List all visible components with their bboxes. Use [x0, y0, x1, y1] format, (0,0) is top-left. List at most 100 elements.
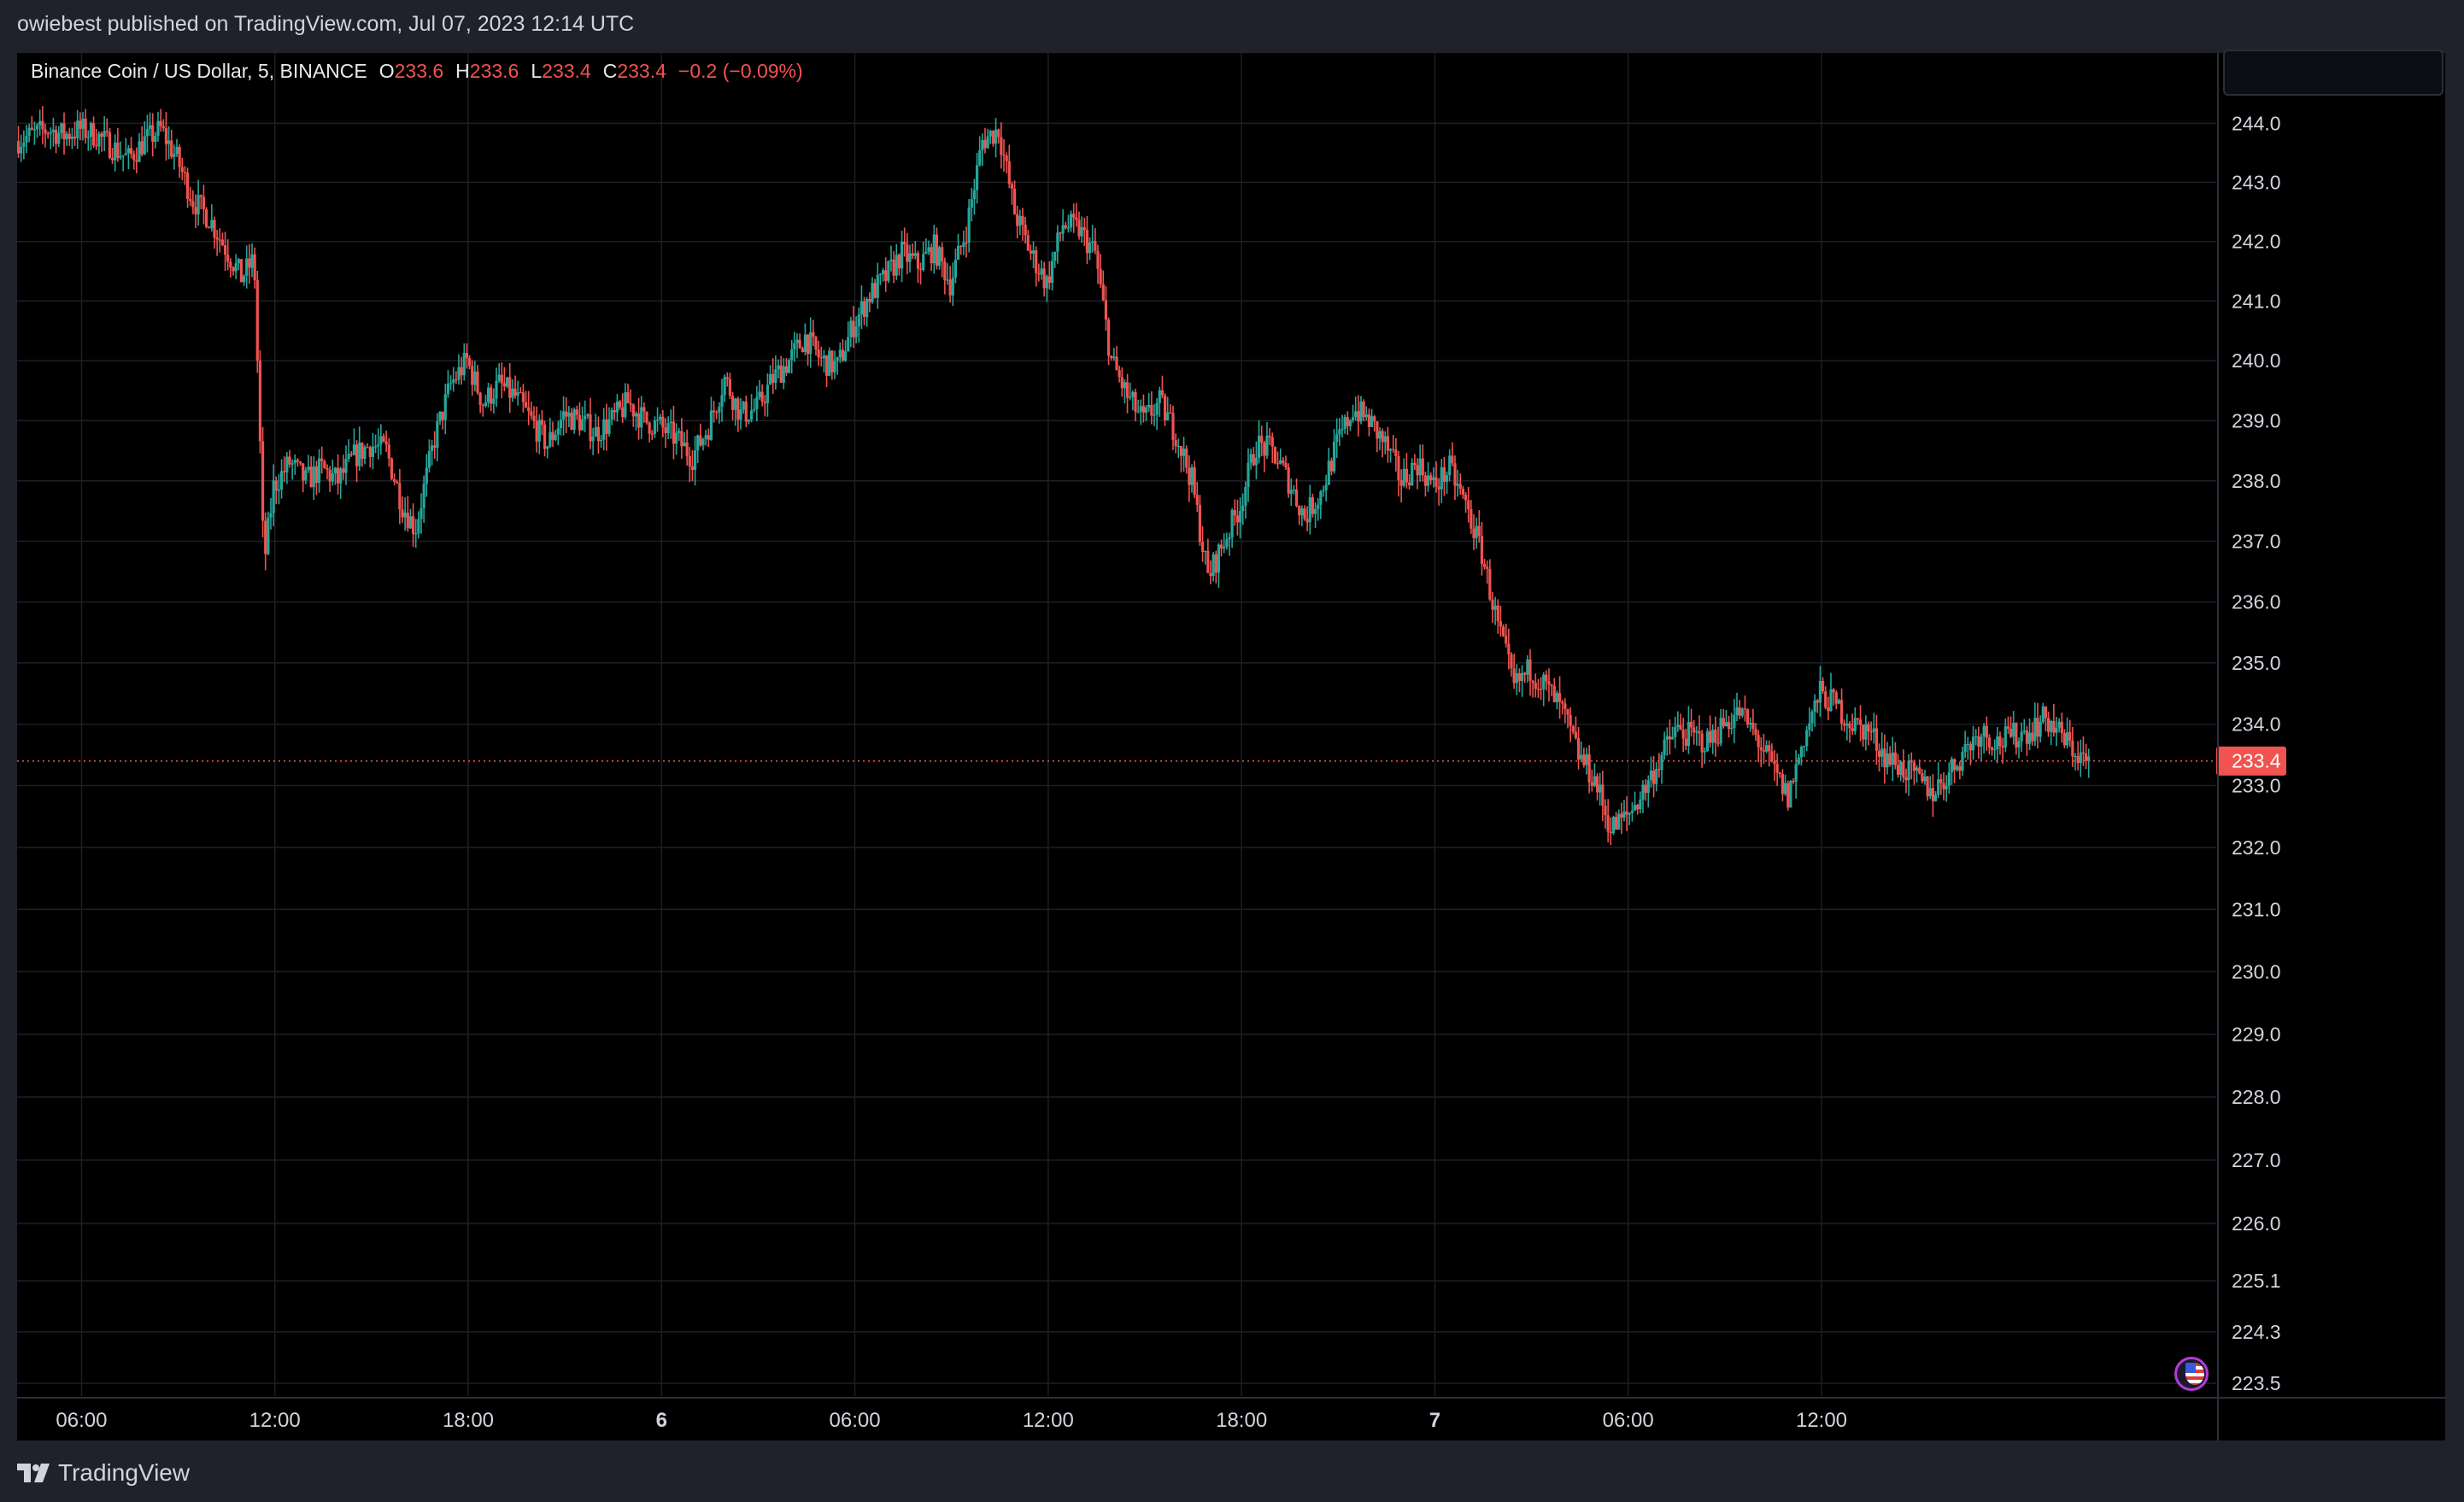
candle-body — [1754, 728, 1757, 736]
candle-body — [1971, 736, 1975, 751]
candle-body — [366, 447, 369, 449]
candle-body — [1313, 508, 1317, 514]
candle-body — [1477, 525, 1481, 537]
candle-body — [126, 148, 131, 154]
candle-body — [572, 409, 576, 430]
candle-body — [373, 446, 378, 448]
y-tick-label: 242.0 — [2232, 231, 2281, 253]
candle-body — [502, 383, 507, 387]
candle-body — [54, 129, 58, 144]
y-tick-label: 227.0 — [2232, 1149, 2281, 1171]
candle-body — [27, 127, 31, 137]
candle-body — [685, 442, 689, 456]
candle-body — [438, 411, 442, 421]
symbol-name[interactable]: Binance Coin / US Dollar, 5, BINANCE — [31, 60, 367, 82]
candle-body — [814, 337, 818, 350]
candle-body — [1869, 730, 1873, 733]
candle-body — [1912, 762, 1916, 772]
candle-body — [478, 392, 482, 405]
candle-body — [1789, 781, 1792, 808]
candle-body — [296, 460, 300, 462]
candle-body — [602, 419, 606, 440]
candle-body — [1000, 137, 1003, 155]
candle-body — [1877, 750, 1881, 757]
candle-body — [1639, 799, 1642, 810]
candle-body — [1351, 417, 1355, 420]
candle-body — [1493, 605, 1497, 610]
candle-body — [1219, 544, 1223, 549]
candle-body — [1341, 428, 1344, 431]
candle-body — [1856, 718, 1860, 720]
candle-body — [753, 408, 756, 411]
candle-body — [1534, 683, 1537, 689]
candle-body — [173, 154, 176, 157]
candle-body — [868, 298, 871, 302]
candle-body — [1614, 817, 1618, 830]
candle-body — [1171, 413, 1175, 441]
y-tick-label: 240.0 — [2232, 349, 2281, 372]
candle-body — [261, 441, 265, 521]
x-tick-label: 12:00 — [1796, 1409, 1847, 1432]
candle-body — [105, 131, 109, 132]
candle-body — [1947, 772, 1951, 786]
candle-body — [613, 410, 616, 413]
candle-body — [1668, 736, 1672, 740]
candle-body — [532, 415, 536, 421]
symbol-legend[interactable]: Binance Coin / US Dollar, 5, BINANCE O 2… — [31, 60, 803, 83]
candle-body — [1294, 490, 1299, 507]
candle-body — [1982, 725, 1986, 737]
candle-body — [245, 258, 249, 276]
candle-body — [1174, 440, 1177, 447]
tradingview-brand[interactable]: TradingView — [17, 1459, 190, 1487]
candle-body — [565, 411, 568, 417]
candle-body — [1018, 215, 1022, 226]
price-axis-header[interactable] — [2223, 50, 2443, 96]
candle-body — [2071, 740, 2074, 757]
candle-body — [189, 198, 192, 202]
brand-label: TradingView — [58, 1459, 191, 1486]
y-tick-label: 232.0 — [2232, 836, 2281, 859]
candle-body — [1378, 431, 1382, 439]
candle-body — [1571, 725, 1575, 732]
candle-body — [2017, 741, 2021, 748]
candle-body — [1867, 724, 1870, 731]
candle-body — [707, 435, 710, 440]
candle-body — [859, 301, 864, 315]
candle-body — [1343, 417, 1346, 429]
candle-body — [986, 136, 989, 149]
candle-body — [467, 358, 472, 367]
candle-body — [140, 141, 144, 155]
candle-body — [645, 411, 648, 423]
candle-body — [1620, 813, 1623, 818]
candle-body — [2031, 732, 2034, 742]
candle-body — [1047, 276, 1052, 283]
candle-body — [1733, 715, 1736, 728]
candle-body — [1655, 768, 1658, 784]
candle-body — [763, 402, 766, 403]
candle-body — [457, 367, 461, 380]
candle-body — [1663, 739, 1666, 755]
candle-body — [304, 470, 308, 481]
candle-body — [1324, 484, 1328, 490]
candle-body — [1467, 500, 1470, 509]
candle-body — [1235, 515, 1240, 523]
candle-body — [975, 165, 979, 191]
candle-body — [1837, 700, 1841, 704]
us-flag-icon[interactable] — [2174, 1357, 2209, 1391]
candle-body — [1966, 743, 1969, 745]
candle-body — [1802, 746, 1806, 748]
y-tick-label: 241.0 — [2232, 290, 2281, 312]
candle-body — [1501, 626, 1505, 637]
candle-body — [688, 455, 691, 466]
candle-body — [1421, 458, 1424, 476]
candle-body — [1249, 454, 1253, 463]
y-tick-label: 237.0 — [2232, 531, 2281, 553]
candle-body — [1651, 770, 1656, 784]
candle-body — [822, 355, 826, 359]
candle-body — [1703, 751, 1706, 753]
candle-body — [223, 245, 227, 255]
candle-body — [1595, 776, 1599, 793]
candle-body — [1963, 743, 1967, 753]
candle-body — [44, 129, 47, 134]
